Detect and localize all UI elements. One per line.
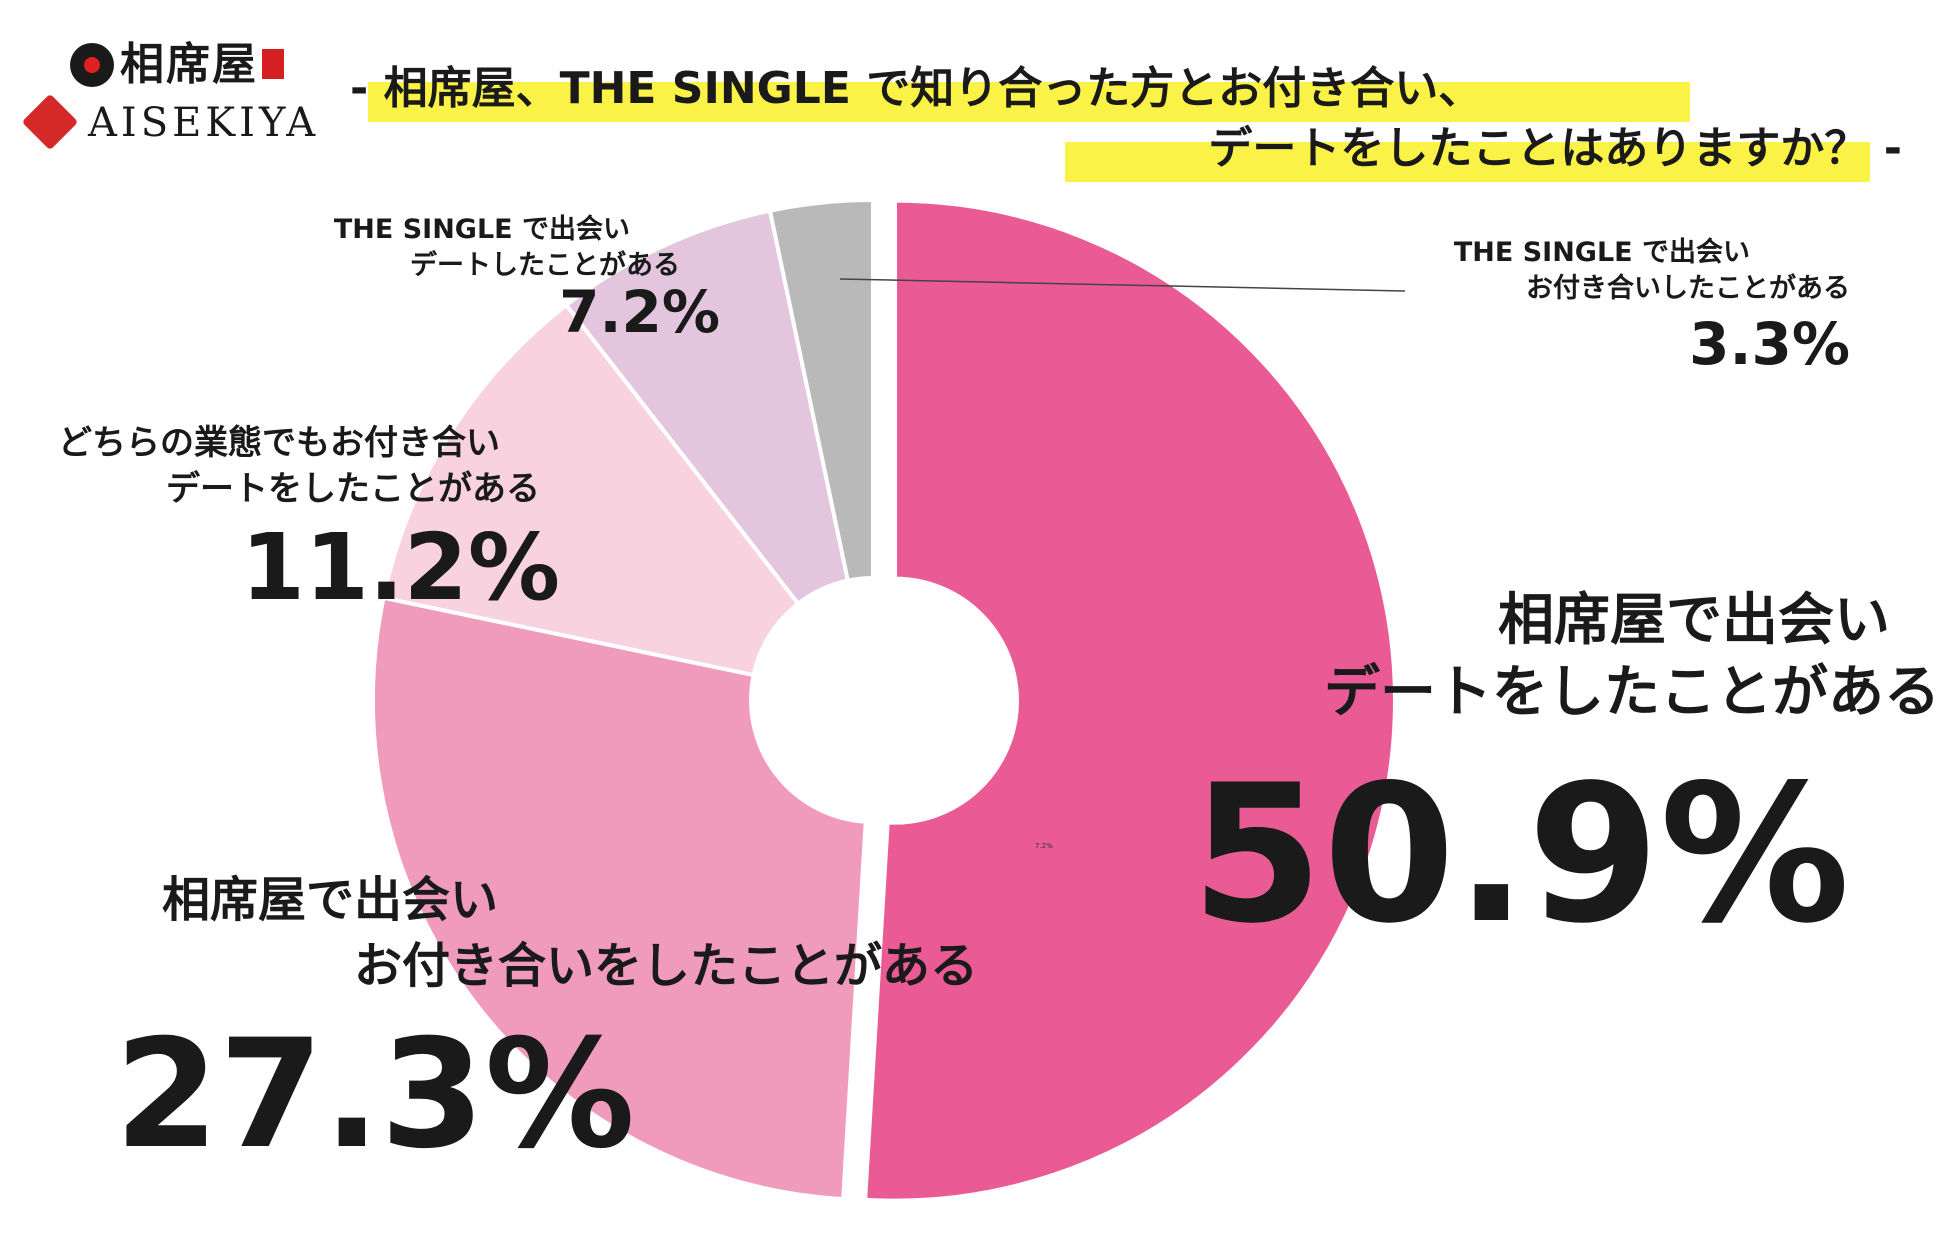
chart-title-line2: デートをしたことはありますか？ - xyxy=(1208,123,1902,174)
leader-line-3-3 xyxy=(839,278,1406,292)
logo-en-text: AISEKIYA xyxy=(88,100,320,146)
slice-label-1-line1: 相席屋で出会い xyxy=(161,872,498,928)
slice-value-3: 7.2% xyxy=(559,278,720,346)
pie-slice-3 xyxy=(563,208,851,607)
chart-title-line1: - 相席屋、THE SINGLE で知り合った方とお付き合い、 xyxy=(350,63,1483,114)
slice-label-2-line2: デートをしたことがある xyxy=(166,469,540,509)
slice-value-1: 27.3% xyxy=(114,1008,635,1182)
title-highlight-1 xyxy=(368,82,1690,122)
slice-label-0-line1: 相席屋で出会い xyxy=(1498,588,1890,653)
pie-slice-1 xyxy=(371,595,868,1202)
logo-stamp-icon xyxy=(262,49,284,79)
slice-value-4: 3.3% xyxy=(1689,310,1850,378)
stray-label: 7.2% xyxy=(1035,842,1053,850)
slice-label-0: 相席屋で出会い デートをしたことがある xyxy=(1324,585,1940,729)
slice-label-2-line1: どちらの業態でもお付き合い xyxy=(58,423,500,463)
logo-seal-icon xyxy=(70,43,114,87)
pie-slice-4 xyxy=(767,197,875,583)
slice-label-1-line2: お付き合いをしたことがある xyxy=(353,938,978,994)
slice-label-2: どちらの業態でもお付き合い デートをしたことがある xyxy=(58,420,540,512)
pie-slice-2 xyxy=(381,302,801,678)
slice-value-0: 50.9% xyxy=(1190,744,1850,965)
logo-jp-text: 相席屋 xyxy=(120,39,258,90)
logo-en: AISEKIYA xyxy=(21,93,320,151)
pie-slice-0 xyxy=(863,198,1397,1203)
slice-label-3-line2: デートしたことがある xyxy=(410,250,680,281)
title-highlight-2 xyxy=(1065,142,1870,182)
slice-label-3: THE SINGLE で出会い デートしたことがある xyxy=(334,212,680,284)
slice-label-4-line1: THE SINGLE で出会い xyxy=(1453,237,1750,268)
slice-label-3-line1: THE SINGLE で出会い xyxy=(333,214,630,245)
slice-label-1: 相席屋で出会い お付き合いをしたことがある xyxy=(162,867,978,999)
slice-value-2: 11.2% xyxy=(240,514,560,621)
slice-label-4-line2: お付き合いしたことがある xyxy=(1526,273,1850,304)
logo-jp: 相席屋 xyxy=(70,28,284,92)
slice-label-4: THE SINGLE で出会い お付き合いしたことがある xyxy=(1454,235,1850,307)
slice-label-0-line2: デートをしたことがある xyxy=(1324,660,1940,725)
